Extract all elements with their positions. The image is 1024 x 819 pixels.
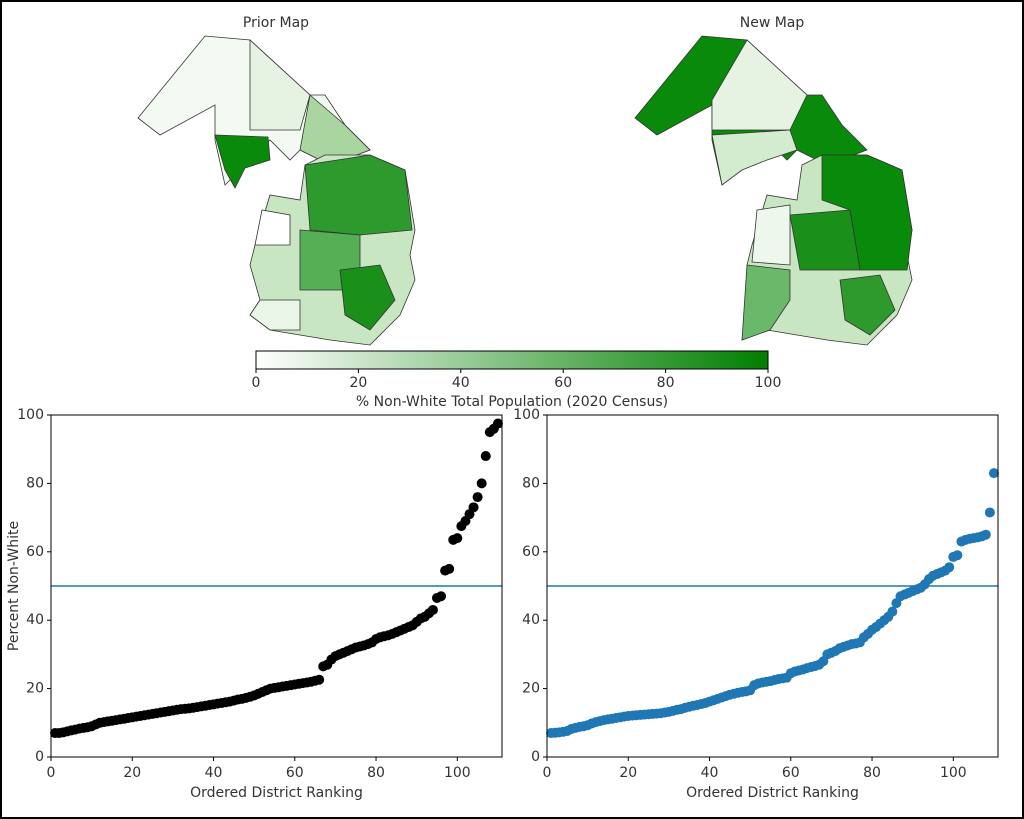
y-tick-label: 20 [522,681,540,697]
x-axis-label: Ordered District Ranking [686,785,859,801]
x-axis-label: Ordered District Ranking [190,785,363,801]
y-tick-label: 60 [522,544,540,560]
map-title: New Map [740,15,805,31]
x-tick-label: 80 [863,765,881,781]
point [980,529,991,540]
y-axis-label: Percent Non-White [6,521,22,651]
y-tick-label: 40 [522,612,540,628]
y-tick-label: 80 [26,475,44,491]
point [476,478,487,489]
x-tick-label: 80 [367,765,385,781]
point [887,606,898,617]
prior-map [137,35,416,346]
point [492,418,503,429]
x-tick-label: 100 [940,765,967,781]
x-tick-label: 20 [123,765,141,781]
point [952,550,963,561]
map-title: Prior Map [243,15,309,31]
y-tick-label: 40 [26,612,44,628]
point [427,604,438,615]
point [314,674,325,685]
x-tick-label: 40 [701,765,719,781]
x-tick-label: 0 [47,765,56,781]
point [480,451,491,462]
y-tick-label: 100 [17,407,44,423]
y-tick-label: 60 [26,544,44,560]
new-map [634,35,913,346]
colorbar-label: % Non-White Total Population (2020 Censu… [356,394,668,410]
x-tick-label: 0 [543,765,552,781]
y-tick-label: 0 [35,749,44,765]
colorbar-tick-label: 20 [349,375,367,391]
plot-frame [50,414,503,758]
plot-frame [546,414,999,758]
point [436,591,447,602]
point [452,533,463,544]
colorbar-tick-label: 60 [554,375,572,391]
y-tick-label: 80 [522,475,540,491]
y-tick-label: 0 [531,749,540,765]
point [944,562,955,573]
point [444,563,455,574]
point [988,468,999,479]
colorbar-tick-label: 100 [755,375,782,391]
point [984,507,995,518]
y-tick-label: 100 [513,407,540,423]
colorbar [255,350,769,370]
x-tick-label: 40 [205,765,223,781]
colorbar-tick-label: 40 [452,375,470,391]
y-tick-label: 20 [26,681,44,697]
point [468,502,479,513]
x-tick-label: 60 [286,765,304,781]
colorbar-tick-label: 0 [252,375,261,391]
x-tick-label: 60 [782,765,800,781]
colorbar-tick-label: 80 [657,375,675,391]
point [472,492,483,503]
x-tick-label: 20 [619,765,637,781]
x-tick-label: 100 [444,765,471,781]
